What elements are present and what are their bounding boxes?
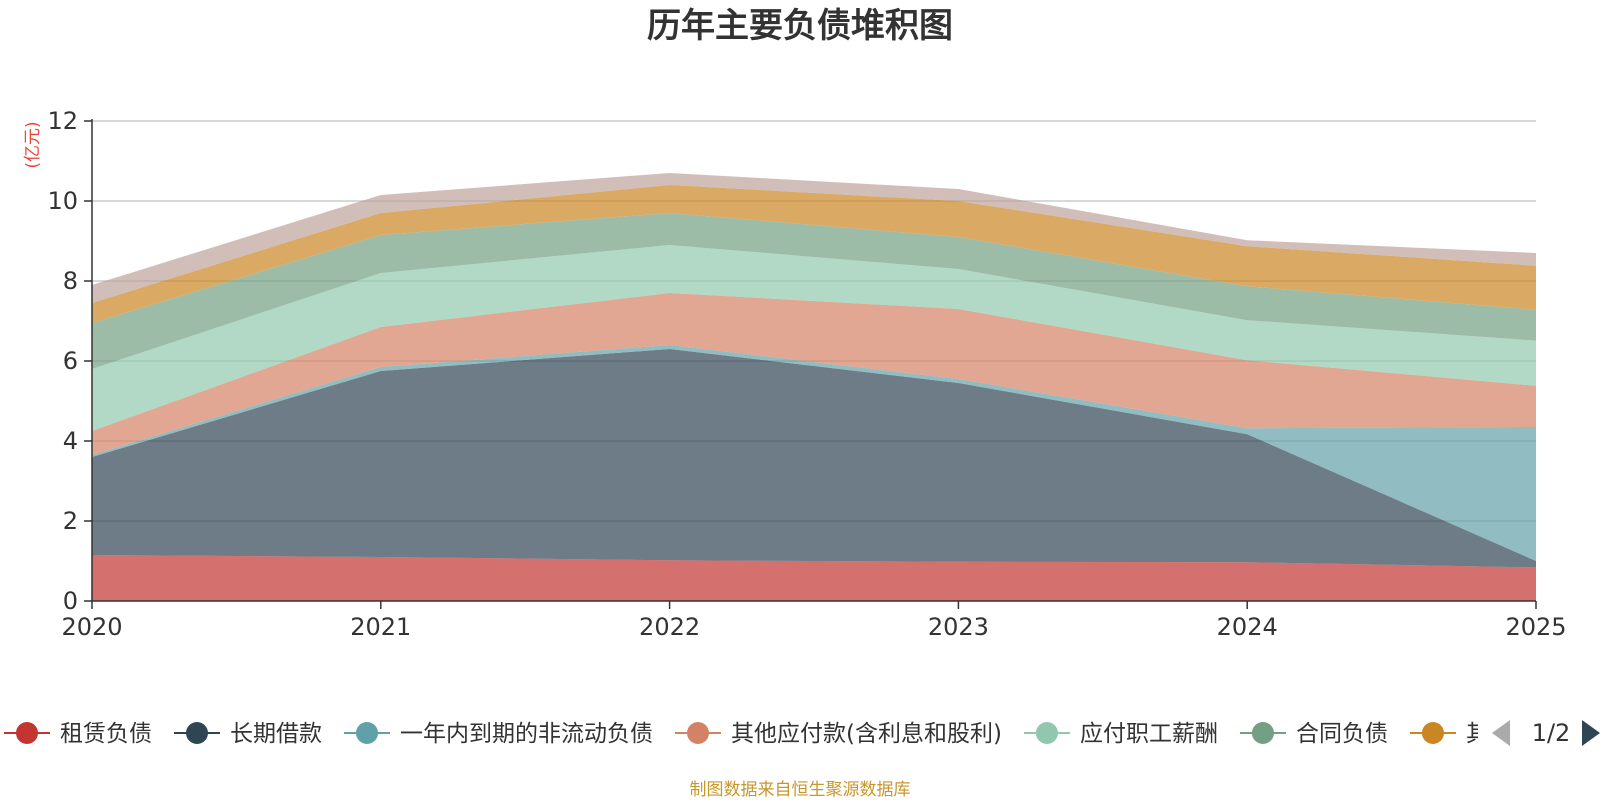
legend-marker-icon — [1035, 722, 1058, 744]
series-area-3 — [92, 293, 1536, 455]
legend: 租赁负债 长期借款 一年内到期的非流动负债 其他应付款(含利息和股利) 应付职工薪酬 合同… — [4, 721, 1558, 747]
legend-marker-icon — [1421, 722, 1444, 744]
legend-marker-icon — [186, 722, 208, 744]
legend-item-6[interactable]: 其他负债 — [1409, 721, 1558, 747]
legend-label: 一年内到期的非流动负债 — [400, 721, 653, 747]
series-areas — [92, 173, 1536, 601]
legend-marker-icon — [356, 722, 378, 744]
series-area-1 — [92, 349, 1536, 568]
series-area-4 — [92, 245, 1536, 431]
legend-label: 应付职工薪酬 — [1080, 721, 1218, 747]
legend-item-5[interactable]: 合同负债 — [1239, 721, 1388, 747]
series-area-7 — [92, 173, 1536, 303]
legend-item-1[interactable]: 长期借款 — [174, 721, 322, 747]
x-tick-label: 2025 — [1505, 613, 1566, 641]
x-tick-label: 2020 — [61, 613, 122, 641]
y-tick-label: 8 — [63, 267, 78, 295]
series-area-6 — [92, 185, 1536, 323]
legend-marker-icon — [16, 722, 38, 744]
legend-item-0[interactable]: 租赁负债 — [4, 721, 152, 747]
legend-item-3[interactable]: 其他应付款(含利息和股利) — [675, 721, 1002, 747]
chart-title: 历年主要负债堆积图 — [647, 6, 953, 46]
legend-prev-page-icon[interactable] — [1492, 720, 1510, 746]
legend-page-indicator: 1/2 — [1532, 719, 1571, 747]
y-tick-label: 0 — [63, 587, 78, 615]
y-tick-label: 6 — [63, 347, 78, 375]
legend-label: 长期借款 — [230, 721, 322, 747]
series-area-5 — [92, 213, 1536, 369]
data-source-note: 制图数据来自恒生聚源数据库 — [690, 780, 911, 800]
legend-label: 合同负债 — [1296, 721, 1388, 747]
x-tick-label: 2022 — [639, 613, 700, 641]
legend-item-4[interactable]: 应付职工薪酬 — [1023, 721, 1218, 747]
series-area-0 — [92, 555, 1536, 601]
legend-pager: 1/2 — [1492, 719, 1600, 747]
legend-marker-icon — [687, 722, 709, 744]
y-axis-unit-label: (亿元) — [23, 121, 43, 168]
x-tick-label: 2021 — [350, 613, 411, 641]
axes: 0 2 4 6 8 10 12 2020 2021 2022 2023 2024 2025 — [47, 107, 1566, 641]
y-tick-label: 4 — [63, 427, 78, 455]
x-tick-label: 2023 — [928, 613, 989, 641]
legend-label: 其他负债 — [1466, 721, 1558, 747]
y-tick-label: 10 — [47, 187, 78, 215]
y-tick-label: 12 — [47, 107, 78, 135]
legend-item-2[interactable]: 一年内到期的非流动负债 — [344, 721, 653, 747]
legend-label: 租赁负债 — [60, 721, 152, 747]
legend-next-page-icon[interactable] — [1582, 720, 1600, 746]
y-tick-label: 2 — [63, 507, 78, 535]
x-tick-label: 2024 — [1217, 613, 1278, 641]
legend-label: 其他应付款(含利息和股利) — [731, 721, 1002, 747]
legend-marker-icon — [1251, 722, 1274, 744]
